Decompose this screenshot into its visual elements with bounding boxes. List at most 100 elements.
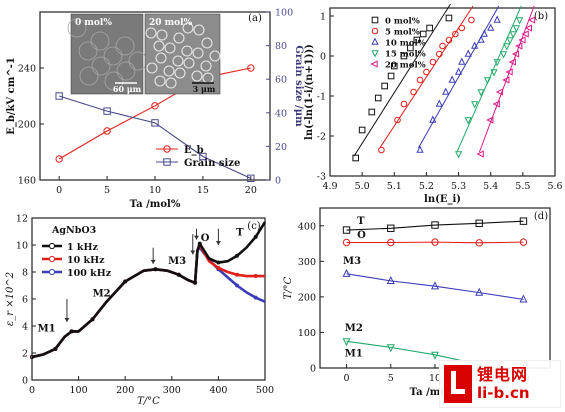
- panel-b-label: (b): [534, 11, 548, 22]
- panel-b-point: [477, 89, 485, 97]
- panel-b-y-tick-label: -1: [317, 92, 326, 103]
- panel-a-ylabel-left: E_b/kV cm^-1: [6, 57, 17, 135]
- panel-a-point: [199, 152, 207, 161]
- panel-c-arrowhead: [190, 250, 196, 255]
- panel-b-legend-marker: [371, 37, 379, 45]
- panel-b-point: [454, 151, 463, 159]
- panel-a-ylabel-right: Grain size /μm: [293, 45, 304, 127]
- panel-b-point: [524, 24, 532, 32]
- panel-a-sem-grain: [79, 66, 99, 86]
- panel-b-y-tick-label: -2: [317, 132, 326, 143]
- panel-a-yright-tick-label: 60: [275, 75, 287, 86]
- panel-b-point: [480, 29, 488, 37]
- panel-a-sem-grain: [115, 36, 135, 56]
- panel-c-point: [216, 265, 221, 270]
- panel-a-sem-grain: [145, 27, 157, 39]
- panel-b-legend-entry: 10 mol%: [385, 39, 426, 49]
- panel-c-point: [153, 267, 158, 272]
- panel-b-point: [416, 145, 424, 153]
- watermark-logo: 锂电网 li-b.cn: [439, 360, 561, 408]
- panel-c-phase-label: M1: [38, 323, 56, 334]
- panel-b-point: [445, 36, 453, 44]
- panel-b-fit-line: [379, 5, 474, 149]
- panel-b-y-tick-label: -3: [317, 172, 326, 183]
- panel-b-frame: [329, 7, 556, 177]
- panel-c-legend-entry: 10 kHz: [67, 255, 105, 266]
- panel-b-point: [448, 75, 456, 83]
- panel-c-legend-marker: [48, 268, 56, 276]
- panel-b-point: [368, 108, 376, 116]
- panel-a-sem-grain: [163, 65, 175, 77]
- panel-c-ylabel: ε_r ×10^2: [5, 272, 16, 326]
- panel-b-xlabel: ln(E_i): [424, 194, 461, 205]
- panel-b-fit-line: [353, 3, 451, 157]
- panel-a-yright-tick-label: 80: [275, 41, 287, 52]
- panel-d-point: [386, 275, 395, 284]
- panel-a-sem-grain: [193, 24, 205, 36]
- panel-b-point: [458, 24, 466, 32]
- panel-b-point: [416, 76, 424, 84]
- panel-b-point: [499, 51, 508, 59]
- panel-b-point: [435, 50, 443, 58]
- panel-b-x-tick-label: 5.1: [387, 181, 402, 192]
- panel-a-sem-grain: [116, 61, 136, 81]
- panel-b-legend-entry: 15 mol%: [385, 50, 426, 60]
- panel-b-point: [506, 37, 514, 45]
- panel-b-x-tick-label: 5.6: [547, 181, 562, 192]
- panel-a-sem-grain: [201, 37, 213, 49]
- panel-d-point: [342, 226, 351, 234]
- panel-a-series-line: [59, 95, 252, 179]
- panel-a-sem-grain: [103, 46, 123, 66]
- panel-b-fit-line: [478, 5, 535, 153]
- panel-a-sem-grain: [183, 57, 195, 69]
- panel-b-point: [495, 88, 504, 96]
- panel-b-point: [429, 115, 437, 123]
- panel-b-point: [464, 49, 472, 57]
- panel-c-point: [193, 280, 198, 285]
- panel-a-sem-grain: [91, 56, 111, 76]
- panel-b-point: [378, 146, 385, 154]
- panel-c-point: [253, 234, 258, 239]
- panel-a-x-tick-label: 0: [56, 185, 62, 196]
- panel-b-point: [426, 24, 433, 32]
- panel-b-point: [400, 100, 408, 108]
- panel-d-series-line: [346, 241, 524, 244]
- panel-b-point: [503, 43, 511, 51]
- panel-a-sem-grain: [78, 41, 98, 61]
- panel-c-point: [123, 279, 128, 284]
- panel-c-phase-label: O: [201, 233, 210, 244]
- panel-c-y-tick-label: 6: [22, 295, 28, 306]
- panel-a-x-tick-label: 20: [245, 185, 257, 196]
- panel-b-legend-marker: [371, 27, 379, 35]
- panel-d-phase-label: T: [357, 216, 365, 227]
- panel-c-point: [53, 346, 58, 351]
- panel-b-point: [454, 67, 463, 75]
- panel-a-sem-grain: [90, 31, 110, 51]
- panel-c-phase-label: M3: [168, 256, 186, 267]
- panel-a-yleft-tick-label: 240: [18, 64, 36, 75]
- panel-c-point: [197, 241, 202, 246]
- panel-d-label: (d): [534, 211, 548, 222]
- panel-a-sem-grain: [173, 32, 185, 44]
- panel-d-series-line: [346, 220, 524, 231]
- panel-a-legend-marker: [163, 145, 171, 153]
- panel-a-scalebar-label: 60 μm: [113, 84, 142, 94]
- panel-a-point: [103, 127, 111, 135]
- panel-c-point: [253, 274, 258, 279]
- panel-c-y-tick-label: 12: [16, 214, 28, 225]
- panel-c-arrowhead: [150, 259, 156, 264]
- panel-b-point: [390, 62, 398, 70]
- panel-b-point: [511, 50, 520, 58]
- panel-b-fit-line: [417, 5, 500, 149]
- panel-a-sem-grain: [172, 55, 184, 67]
- panel-a-yleft-tick-label: 160: [18, 176, 36, 187]
- panel-c-y-tick-label: 10: [16, 241, 28, 252]
- panel-b-point: [458, 57, 466, 65]
- panel-d-phase-label: M1: [345, 348, 363, 359]
- panel-b-point: [407, 44, 414, 52]
- panel-b-point: [445, 14, 453, 22]
- panel-c-phase-label: T: [236, 228, 244, 239]
- panel-d-xlabel: Ta /mol%: [410, 387, 461, 398]
- panel-d-point: [387, 238, 395, 247]
- panel-c-x-tick-label: 100: [70, 385, 88, 396]
